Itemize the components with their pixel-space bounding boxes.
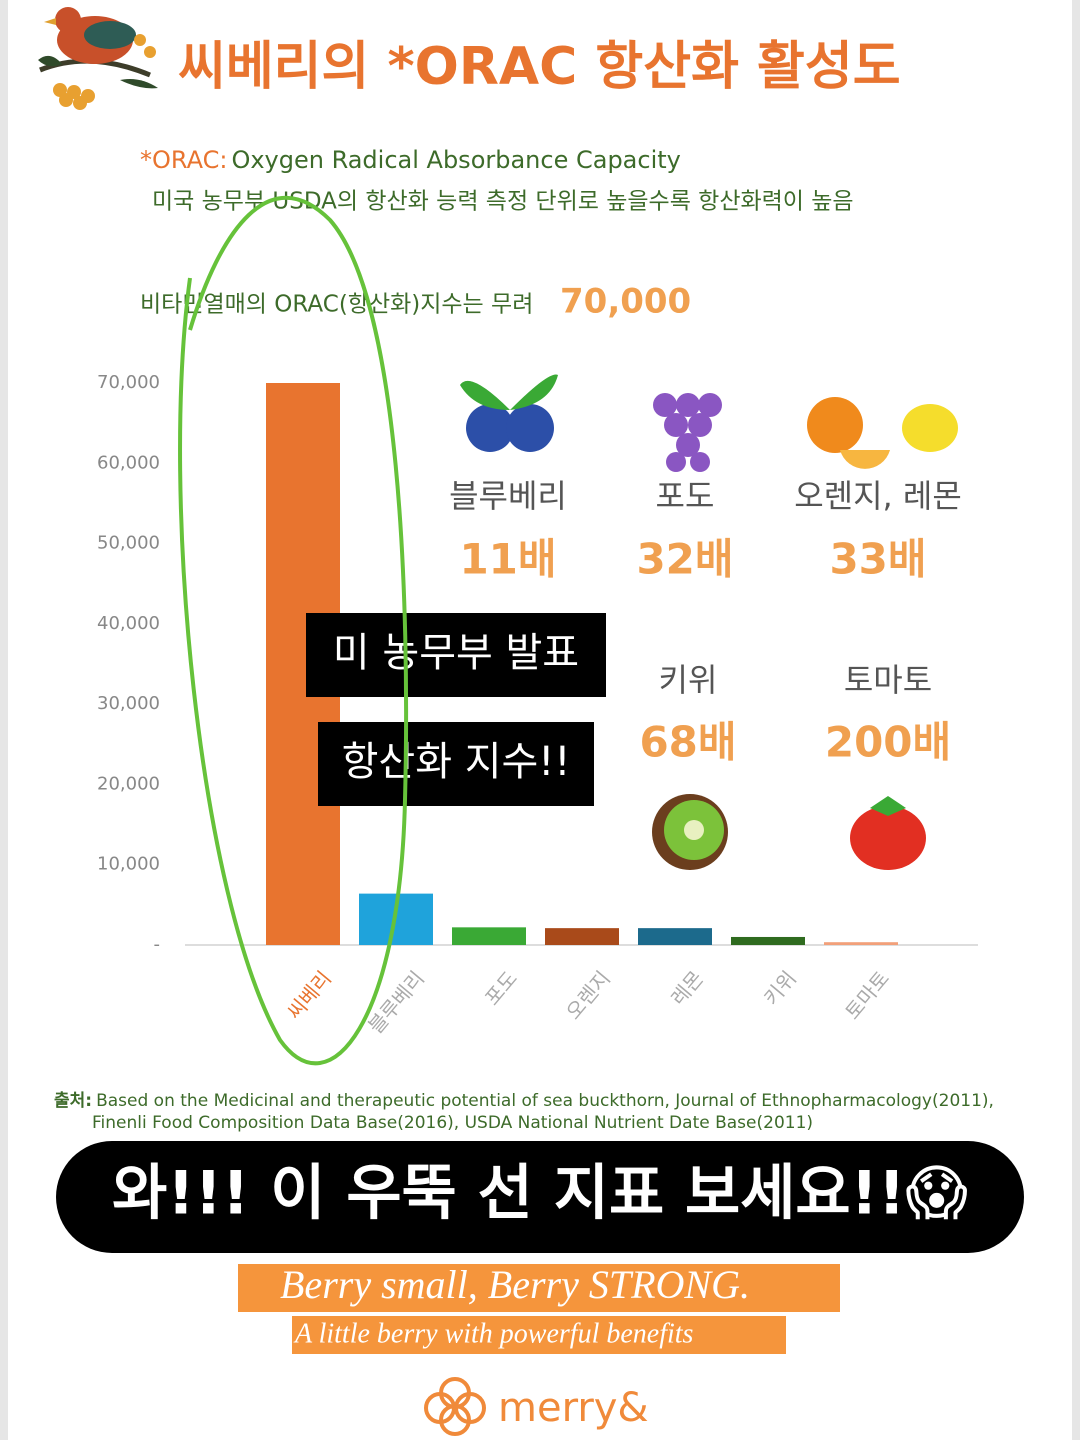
y-tick-label: 60,000 (97, 452, 160, 473)
fruit-name: 토마토 (844, 661, 932, 699)
fruit-name: 오렌지, 레몬 (794, 477, 962, 515)
fruit-ratio: 68배 (639, 718, 736, 767)
slogan: Berry small, Berry STRONG. (280, 1262, 750, 1307)
callout-box (318, 722, 594, 806)
usda-note: 미국 농무부 USDA의 항산화 능력 측정 단위로 높을수록 항산화력이 높음 (152, 189, 854, 215)
fruit-ratio: 200배 (825, 718, 951, 767)
logo-icon (424, 1377, 486, 1436)
hand-drawn-circle (178, 195, 409, 1066)
callout: 미 농무부 발표 (333, 630, 579, 676)
y-tick-label: 40,000 (97, 613, 160, 634)
fruit-ratio: 33배 (829, 535, 926, 584)
y-tick-label: 50,000 (97, 533, 160, 554)
y-tick-label: 30,000 (97, 693, 160, 714)
source-line: Finenli Food Composition Data Base(2016)… (92, 1113, 813, 1133)
bar (452, 927, 526, 945)
y-tick-label: 20,000 (97, 773, 160, 794)
source-label: 출처: (54, 1091, 92, 1111)
bar (731, 936, 805, 945)
orac-note: *ORAC: Oxygen Radical Absorbance Capacity (140, 146, 681, 174)
fruit-ratio: 11배 (459, 535, 556, 584)
source: 출처: Based on the Medicinal and therapeuti… (54, 1091, 994, 1111)
edge (1072, 0, 1080, 1440)
callout: 항산화 지수!! (342, 739, 571, 785)
bar (545, 928, 619, 945)
banner-box (56, 1141, 1024, 1253)
fruit-name: 블루베리 (449, 477, 567, 515)
orac-label: *ORAC: (140, 146, 227, 174)
bird-illustration (38, 7, 158, 110)
index-text: 비타민열매의 ORAC(항산화)지수는 무려 (140, 292, 533, 318)
orac-definition: Oxygen Radical Absorbance Capacity (231, 146, 680, 174)
slogan-box (238, 1264, 840, 1312)
source-line: Based on the Medicinal and therapeutic p… (96, 1091, 994, 1111)
fruit-name: 포도 (656, 477, 715, 515)
y-tick-label: - (154, 934, 161, 955)
slogan-box (292, 1316, 786, 1354)
callout-box (306, 613, 606, 697)
bar (638, 928, 712, 945)
y-tick-label: 70,000 (97, 372, 160, 393)
index-value: 70,000 (560, 282, 691, 322)
y-tick-label: 10,000 (97, 854, 160, 875)
slogan-sub: A little berry with powerful benefits (293, 1318, 694, 1349)
banner: 와!!! 이 우뚝 선 지표 보세요!!😱 (112, 1159, 968, 1229)
title: 씨베리의 *ORAC 항산화 활성도 (178, 37, 901, 97)
brand: merry& (498, 1385, 649, 1431)
fruit-name: 키위 (659, 661, 718, 699)
bar (824, 942, 898, 945)
fruit-icons (460, 374, 958, 870)
fruit-ratio: 32배 (636, 535, 733, 584)
edge (0, 0, 8, 1440)
